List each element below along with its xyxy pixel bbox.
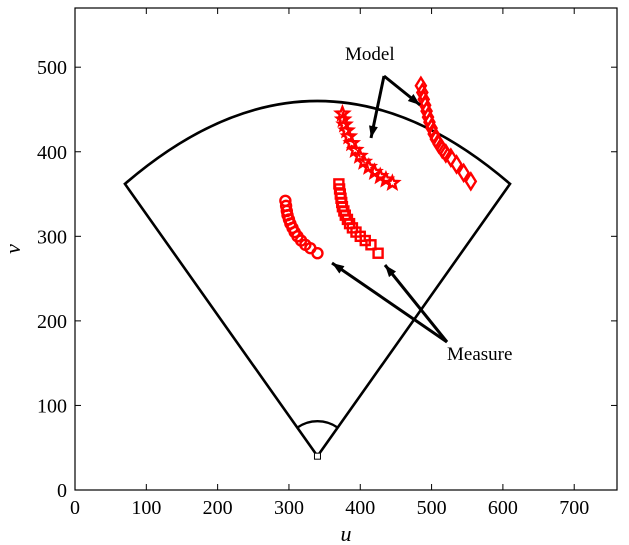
diamond-marker [450, 154, 463, 175]
star-marker [342, 133, 362, 152]
x-axis-label: u [341, 521, 352, 545]
annotation-measure: Measure [447, 344, 512, 365]
x-tick-label: 0 [70, 497, 80, 519]
x-tick-label: 400 [345, 497, 375, 519]
measure-arrow-left-head [332, 263, 345, 274]
measure-arrow-right [383, 264, 449, 343]
y-tick-label: 200 [37, 311, 67, 333]
square-marker [372, 247, 384, 259]
diamond-marker [457, 162, 471, 184]
x-tick-label: 200 [203, 497, 233, 519]
star-marker [383, 173, 402, 191]
star-marker [339, 126, 359, 145]
y-tick-label: 500 [37, 57, 67, 79]
y-axis: 0 100 200 300 400 500 [37, 57, 617, 502]
square-marker [365, 239, 377, 251]
series-layer [279, 75, 478, 260]
x-tick-label: 500 [417, 497, 447, 519]
annotation-model: Model [345, 44, 395, 65]
y-tick-label: 400 [37, 142, 67, 164]
measure-arrow-left [331, 261, 448, 344]
x-tick-label: 700 [559, 497, 589, 519]
y-tick-label: 300 [37, 226, 67, 248]
fan-outline [123, 99, 512, 460]
sector-outline [123, 99, 512, 459]
star-marker [376, 169, 396, 188]
y-tick-label: 100 [37, 395, 67, 417]
apex-marker [313, 452, 321, 460]
measure-arrow-right-head [385, 265, 397, 278]
plot-frame [74, 7, 618, 491]
model-arrow-right-head [407, 93, 420, 105]
diamond-marker [464, 171, 478, 192]
x-axis: 0 100 200 300 400 500 600 700 [70, 8, 589, 519]
x-tick-label: 300 [274, 497, 304, 519]
model-arrow-left-head [369, 125, 378, 138]
apex-angle-arc [296, 420, 339, 429]
circle-marker [311, 247, 324, 260]
diamond-marker [444, 147, 458, 168]
y-tick-label: 0 [57, 480, 67, 502]
x-tick-label: 100 [131, 497, 161, 519]
annotations-layer: Model Measure [331, 44, 512, 365]
y-axis-label: v [0, 244, 25, 254]
diamond-marker [423, 111, 436, 133]
x-tick-label: 600 [488, 497, 518, 519]
